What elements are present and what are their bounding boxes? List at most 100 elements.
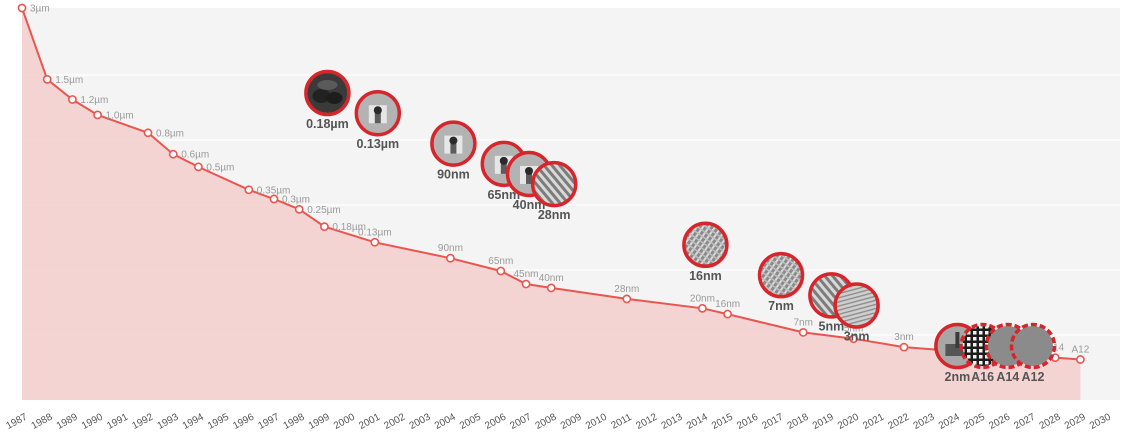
node-image: [534, 164, 575, 205]
x-tick-label: 2009: [559, 412, 584, 432]
x-tick-label: 1989: [55, 412, 80, 432]
node-label: 28nm: [538, 208, 571, 222]
x-tick-label: 2029: [1063, 412, 1088, 432]
data-label: 5nm: [844, 324, 863, 335]
data-point: [546, 283, 556, 293]
node-ring: [1009, 322, 1057, 370]
node-ring: [530, 160, 578, 208]
node-ring: [833, 282, 880, 329]
node-label: 5nm: [819, 319, 845, 333]
node-image: [1013, 326, 1053, 366]
tech-node-28nm: 28nm: [530, 160, 578, 222]
data-point: [93, 110, 102, 120]
x-tick-label: 1998: [282, 412, 307, 432]
node-ring: [354, 89, 402, 137]
data-point: [849, 334, 858, 344]
x-tick-label: 2021: [861, 412, 886, 432]
data-label: 20nm: [690, 293, 715, 304]
x-tick-label: 1988: [30, 412, 55, 432]
x-tick-label: 2004: [433, 412, 458, 432]
x-tick-label: 2015: [710, 412, 735, 432]
x-tick-label: 2008: [534, 412, 559, 432]
data-point: [496, 266, 506, 276]
data-point: [798, 327, 808, 337]
data-point: [193, 162, 203, 172]
data-point: [899, 342, 909, 352]
x-tick-label: 2000: [332, 412, 357, 432]
x-tick-label: 1994: [181, 412, 206, 432]
node-image: [685, 224, 726, 265]
x-tick-label: 1992: [130, 412, 155, 432]
data-point: [319, 222, 329, 232]
node-ring: [757, 251, 805, 299]
data-label: 0.13µm: [358, 227, 392, 238]
data-label: 40nm: [539, 273, 564, 284]
x-tick-label: 1990: [80, 412, 105, 432]
tech-node-7nm: 7nm: [757, 251, 805, 313]
x-tick-label: 2028: [1038, 412, 1063, 432]
data-point: [269, 194, 279, 204]
data-point: [68, 95, 77, 104]
node-label: 2nm: [945, 370, 971, 384]
x-tick-label: 2007: [508, 412, 533, 432]
x-tick-label: 1987: [4, 412, 29, 432]
x-tick-label: 2016: [735, 412, 760, 432]
x-tick-label: 2023: [912, 412, 937, 432]
x-tick-label: 2017: [760, 412, 785, 432]
data-point: [521, 279, 531, 289]
x-tick-label: 2013: [660, 412, 685, 432]
data-label: 0.3µm: [282, 194, 310, 205]
node-label: A16: [971, 370, 994, 384]
data-points: [17, 3, 1085, 364]
data-point: [445, 253, 455, 263]
tech-node-013m: 0.13µm: [354, 89, 402, 151]
x-tick-label: 1999: [307, 412, 332, 432]
area-fill: [22, 8, 1081, 400]
node-label: 16nm: [689, 269, 722, 283]
x-tick-label: 1996: [231, 412, 256, 432]
data-label: A12: [1072, 344, 1090, 355]
x-axis: 1987 1988 1989 1990 1991 1992 1993 1994 1995 1996…: [4, 412, 1113, 432]
data-point: [622, 294, 632, 304]
x-tick-label: 1991: [105, 412, 130, 432]
data-label: 0.8µm: [156, 128, 184, 139]
data-label: 0.18µm: [332, 222, 366, 233]
data-point: [17, 3, 27, 13]
node-ring: [682, 221, 729, 269]
x-tick-label: 2014: [685, 412, 710, 432]
node-image: [761, 255, 801, 296]
data-point: [723, 309, 732, 319]
data-label: 65nm: [488, 256, 513, 267]
tech-node-018m: 0.18µm: [304, 69, 351, 131]
tech-node-a12: A12: [1009, 322, 1057, 384]
data-label: 0.5µm: [206, 162, 234, 173]
node-ring: [430, 120, 477, 167]
data-point: [244, 185, 254, 195]
data-label: 3µm: [30, 4, 50, 15]
data-point: [143, 128, 153, 138]
technology-node-icons: 0.18µm0.13µm90nm65nm40nm28nm16nm7nm5nm3n…: [304, 69, 1057, 384]
x-tick-label: 2027: [1012, 412, 1037, 432]
tech-node-3nm: 3nm: [833, 282, 880, 344]
node-label: 0.13µm: [356, 137, 399, 151]
x-tick-label: 2022: [886, 412, 911, 432]
node-label: A14: [996, 370, 1019, 384]
data-label: 3nm: [894, 332, 913, 343]
data-label: 7nm: [793, 317, 812, 328]
data-point: [42, 74, 52, 84]
x-tick-label: 2006: [483, 412, 508, 432]
node-label: 40nm: [513, 198, 546, 212]
x-tick-label: 2019: [811, 412, 836, 432]
node-label: 65nm: [487, 188, 520, 202]
node-label: 0.18µm: [306, 117, 349, 131]
x-tick-label: 2020: [836, 412, 861, 432]
x-tick-label: 2001: [357, 412, 382, 432]
x-tick-label: 2026: [987, 412, 1012, 432]
data-label: 0.35µm: [257, 185, 291, 196]
data-point: [698, 303, 707, 313]
x-tick-label: 2002: [382, 412, 407, 432]
data-label: 0.6µm: [181, 150, 209, 161]
x-tick-label: 2018: [786, 412, 811, 432]
node-ring: [304, 69, 351, 117]
